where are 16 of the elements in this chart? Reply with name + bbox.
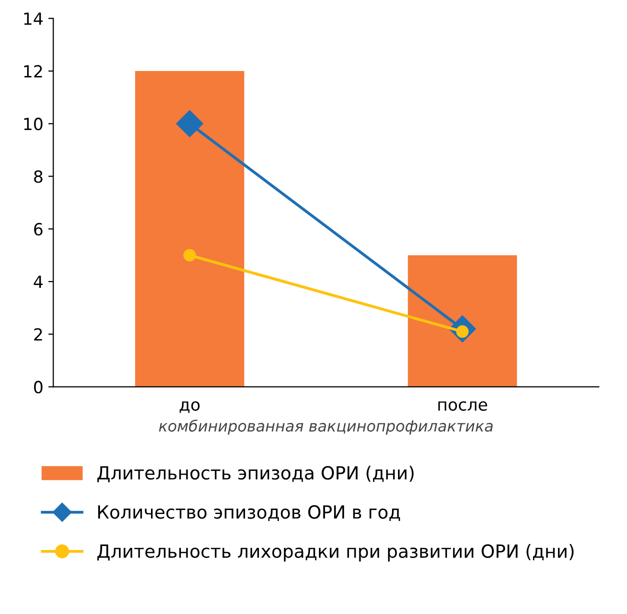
legend-label: Длительность лихорадки при развитии ОРИ (дни) — [97, 544, 574, 562]
y-tick-label: 0 — [34, 380, 42, 394]
y-tick-label: 4 — [34, 276, 43, 288]
y-tick-label: 6 — [34, 222, 43, 236]
y-tick-label: 10 — [24, 118, 42, 130]
point — [183, 249, 196, 262]
legend-label: Количество эпизодов ОРИ в год — [98, 505, 400, 522]
y-tick-label: 8 — [34, 170, 42, 183]
y-tick-label: 12 — [24, 65, 42, 78]
x-axis-title: комбинированная вакцинопрофилактика — [159, 420, 493, 435]
y-tick-label: 14 — [24, 12, 43, 25]
point — [176, 110, 204, 138]
legend-label: Длительность эпизода ОРИ (дни) — [97, 466, 414, 482]
y-tick-label: 2 — [34, 328, 42, 341]
x-tick-label: после — [438, 401, 488, 411]
x-tick-label: до — [180, 401, 200, 413]
